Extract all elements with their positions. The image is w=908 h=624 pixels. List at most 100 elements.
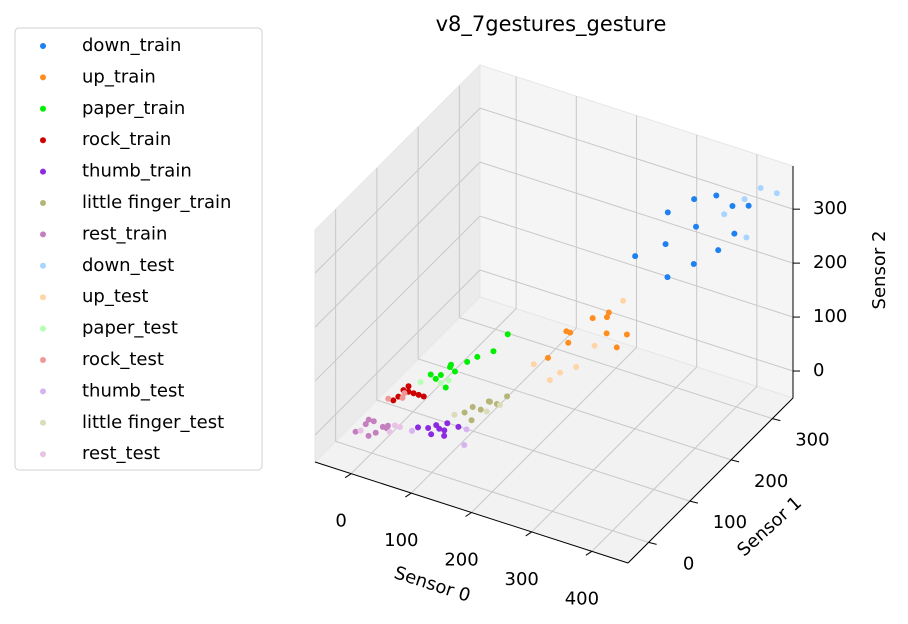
legend-label: down_train	[82, 35, 181, 56]
grid-line	[479, 269, 794, 372]
legend-label: paper_train	[82, 98, 185, 119]
z-tick-label: 100	[813, 306, 847, 327]
point	[483, 408, 490, 415]
z-axis-label: Sensor 2	[869, 231, 890, 310]
point	[468, 417, 475, 424]
tick-mark	[689, 500, 698, 504]
point	[455, 423, 462, 430]
point	[362, 421, 369, 428]
point	[557, 369, 564, 376]
point	[451, 411, 458, 418]
point	[415, 424, 421, 431]
point	[401, 390, 408, 397]
point	[544, 354, 551, 361]
legend-marker	[40, 231, 46, 238]
point	[386, 428, 393, 435]
tick-mark	[648, 541, 657, 545]
point	[565, 339, 572, 346]
legend-label: rock_test	[82, 349, 164, 370]
point	[410, 390, 417, 397]
point	[721, 211, 728, 218]
y-tick-label: 0	[683, 553, 694, 574]
legend-label: rock_train	[82, 129, 171, 150]
point	[447, 364, 454, 371]
point	[427, 371, 434, 378]
x-tick-label: 100	[384, 530, 418, 551]
point	[664, 274, 671, 281]
point	[664, 209, 671, 216]
point	[464, 358, 471, 365]
point	[437, 372, 444, 379]
point	[396, 423, 403, 430]
grid-line	[591, 385, 758, 552]
point	[444, 420, 451, 427]
legend-label: rest_test	[82, 443, 160, 464]
axis-line	[627, 397, 794, 564]
legend-label: thumb_test	[82, 380, 184, 401]
tick-mark	[585, 550, 593, 556]
point	[451, 368, 458, 375]
legend-label: down_test	[82, 255, 174, 276]
legend-marker	[40, 451, 46, 458]
grid-line	[314, 107, 481, 274]
grid-line	[376, 399, 691, 502]
legend-label: paper_test	[82, 318, 178, 339]
point	[415, 391, 422, 398]
legend-marker	[40, 168, 46, 175]
point	[546, 377, 553, 384]
x-tick-label: 0	[335, 511, 346, 532]
grid-line	[479, 107, 794, 210]
legend-marker	[40, 43, 46, 49]
point	[445, 377, 452, 384]
point	[391, 422, 398, 429]
point	[352, 428, 359, 435]
legend-marker	[40, 325, 46, 332]
point	[399, 394, 406, 401]
point	[605, 309, 612, 316]
grid-line	[335, 440, 649, 543]
point	[530, 361, 537, 368]
z-tick-label: 0	[813, 360, 824, 381]
legend-label: thumb_train	[82, 161, 192, 182]
point	[729, 202, 736, 209]
point	[591, 342, 598, 349]
grid-line	[314, 269, 481, 436]
z-tick-label: 300	[813, 198, 847, 219]
point	[743, 234, 750, 241]
point	[691, 196, 698, 203]
point	[461, 441, 468, 448]
point	[370, 418, 377, 425]
legend-label: little finger_train	[82, 192, 231, 213]
point	[567, 329, 574, 336]
point	[757, 185, 764, 192]
grid-line	[479, 161, 794, 264]
grid-line	[314, 161, 481, 328]
grid-line	[471, 347, 637, 513]
point	[463, 426, 470, 433]
point	[436, 425, 443, 432]
tick-mark	[731, 459, 740, 463]
grid-line	[350, 308, 517, 475]
point	[662, 241, 669, 248]
point	[420, 393, 427, 400]
point	[773, 190, 780, 197]
point	[365, 416, 372, 423]
point	[620, 297, 627, 304]
tick-mark	[465, 512, 472, 517]
grid-line	[459, 317, 773, 420]
point	[390, 397, 397, 404]
point	[425, 424, 432, 431]
point	[603, 314, 610, 321]
point	[589, 315, 596, 322]
point	[632, 253, 639, 260]
grid-line	[479, 215, 794, 318]
point	[504, 393, 511, 400]
legend-marker	[40, 137, 46, 144]
point	[469, 404, 476, 411]
point	[713, 192, 720, 199]
y-tick-label: 200	[754, 471, 788, 492]
point	[441, 432, 448, 439]
grid-line	[314, 215, 481, 382]
x-tick-label: 300	[505, 569, 539, 590]
legend-label: little finger_test	[82, 412, 224, 433]
